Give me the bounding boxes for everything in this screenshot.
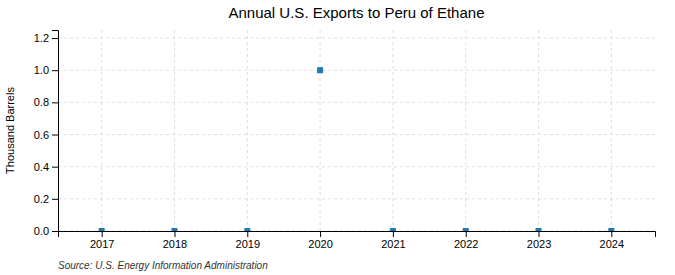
grid-line-y xyxy=(58,166,655,167)
x-axis: 2017 2018 2019 2020 2021 2022 2023 2024 xyxy=(59,231,656,250)
x-tick-mark xyxy=(393,231,394,237)
y-tick-mark xyxy=(52,70,58,71)
x-tick-mark xyxy=(539,231,540,237)
y-tick-label: 0.6 xyxy=(34,129,49,141)
plot-area: 201720182019202020212022202320240.00.20.… xyxy=(34,30,656,250)
grid-line-x xyxy=(174,30,175,231)
y-tick: 0.2 xyxy=(34,193,58,205)
x-tick-label: 2019 xyxy=(236,238,260,250)
x-tick: 2018 xyxy=(163,231,187,250)
x-tick-label: 2020 xyxy=(308,238,332,250)
y-tick-mark xyxy=(52,199,58,200)
y-tick-label: 0.0 xyxy=(34,225,49,237)
y-tick-mark xyxy=(52,135,58,136)
y-tick: 0.8 xyxy=(34,96,58,108)
grid-line-x xyxy=(101,30,102,231)
y-tick-label: 0.2 xyxy=(34,193,49,205)
x-axis-line xyxy=(59,232,656,238)
y-tick-mark xyxy=(52,38,58,39)
grid-line-y xyxy=(58,134,655,135)
point xyxy=(536,228,542,231)
title: Annual U.S. Exports to Peru of Ethane xyxy=(229,4,485,21)
source-note: Source: U.S. Energy Information Administ… xyxy=(58,260,268,271)
x-tick-label: 2024 xyxy=(600,238,624,250)
point xyxy=(244,228,250,231)
grid xyxy=(58,30,655,231)
y-tick: 0.6 xyxy=(34,129,58,141)
point xyxy=(463,228,469,231)
x-tick: 2022 xyxy=(454,231,478,250)
x-tick: 2023 xyxy=(527,231,551,250)
y-tick-mark xyxy=(52,167,58,168)
grid-line-x xyxy=(538,30,539,231)
x-tick-label: 2018 xyxy=(163,238,187,250)
y-tick: 0.0 xyxy=(34,225,58,237)
y-tick: 0.4 xyxy=(34,161,58,173)
point xyxy=(171,228,177,231)
marks xyxy=(99,67,615,231)
y-tick-label: 0.8 xyxy=(34,96,49,108)
grid-line-x xyxy=(247,30,248,231)
point xyxy=(99,228,105,231)
y-tick-label: 0.4 xyxy=(34,161,49,173)
chart: 201720182019202020212022202320240.00.20.… xyxy=(0,0,675,275)
y-axis-title: Thousand Barrels xyxy=(4,87,16,174)
x-tick: 2020 xyxy=(308,231,332,250)
x-tick: 2017 xyxy=(90,231,114,250)
y-tick: 1.0 xyxy=(34,64,58,76)
y-tick: 1.2 xyxy=(34,32,58,44)
grid-line-x xyxy=(320,30,321,231)
x-tick-label: 2022 xyxy=(454,238,478,250)
x-tick: 2019 xyxy=(236,231,260,250)
x-tick-mark xyxy=(102,231,103,237)
x-tick-label: 2021 xyxy=(381,238,405,250)
y-axis: 0.0 0.2 0.4 0.6 0.8 1.0 1.2 xyxy=(34,31,59,238)
point xyxy=(390,228,396,231)
grid-line-x xyxy=(611,30,612,231)
grid-line-x xyxy=(465,30,466,231)
y-axis-line xyxy=(52,31,59,232)
x-tick: 2024 xyxy=(600,231,624,250)
grid-line-y xyxy=(58,38,655,39)
y-tick-label: 1.2 xyxy=(34,32,49,44)
grid-line-y xyxy=(58,198,655,199)
point xyxy=(608,228,614,231)
x-tick-label: 2023 xyxy=(527,238,551,250)
grid-line-x xyxy=(392,30,393,231)
grid-line-y xyxy=(58,70,655,71)
y-tick-mark xyxy=(52,102,58,103)
x-tick: 2021 xyxy=(381,231,405,250)
x-tick-label: 2017 xyxy=(90,238,114,250)
x-tick-mark xyxy=(611,231,612,237)
x-tick-mark xyxy=(174,231,175,237)
x-tick-mark xyxy=(247,231,248,237)
y-tick-mark xyxy=(52,231,58,232)
point xyxy=(317,67,323,73)
x-tick-mark xyxy=(466,231,467,237)
grid-line-y xyxy=(58,102,655,103)
x-tick-mark xyxy=(320,231,321,237)
y-tick-label: 1.0 xyxy=(34,64,49,76)
